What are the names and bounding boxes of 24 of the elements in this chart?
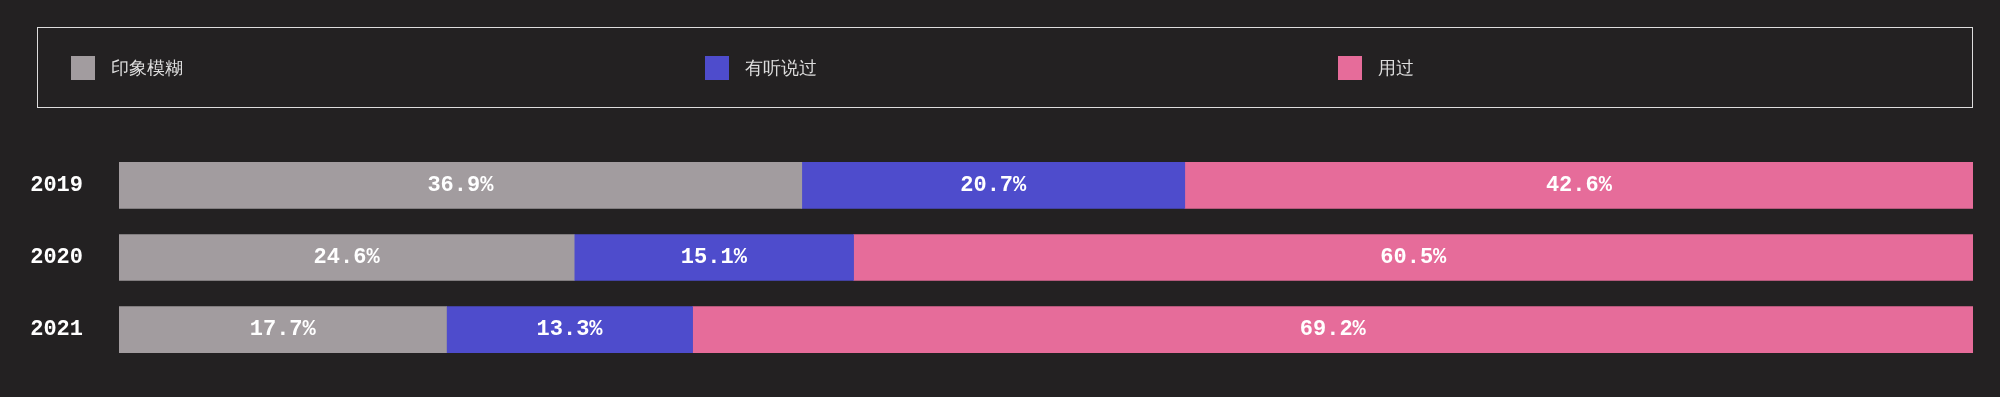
- data-label: 24.6%: [313, 245, 381, 271]
- data-label: 42.6%: [1545, 172, 1613, 198]
- data-label: 15.1%: [680, 245, 748, 271]
- y-tick-label: 2020: [30, 245, 83, 271]
- y-tick-label: 2019: [30, 172, 83, 198]
- bar: [853, 234, 1973, 281]
- y-tick-label: 2021: [30, 317, 83, 343]
- bar: [573, 234, 854, 281]
- data-label: 36.9%: [427, 172, 495, 198]
- legend-label: 有听说过: [744, 55, 817, 80]
- bar: [446, 306, 693, 354]
- data-label: 17.7%: [249, 317, 317, 343]
- bar: [119, 306, 447, 354]
- bar: [801, 161, 1186, 209]
- data-label: 13.3%: [536, 317, 604, 343]
- bar: [119, 161, 803, 209]
- data-label: 69.2%: [1299, 317, 1367, 343]
- bar: [1184, 161, 1973, 209]
- bar: [692, 306, 1973, 354]
- data-label: 20.7%: [960, 172, 1028, 198]
- legend-label: 用过: [1378, 55, 1415, 80]
- data-label: 60.5%: [1380, 245, 1448, 271]
- legend-label: 印象模糊: [111, 55, 183, 80]
- bar: [119, 234, 575, 281]
